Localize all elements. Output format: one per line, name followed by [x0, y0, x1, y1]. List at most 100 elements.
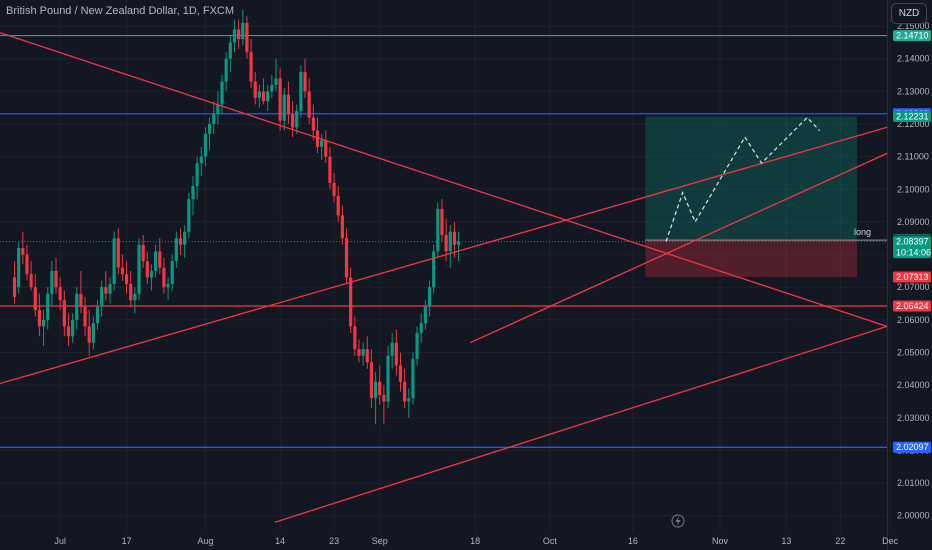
candle-body — [270, 84, 274, 92]
candle-body — [199, 156, 203, 164]
candle-body — [207, 124, 212, 134]
candle-body — [216, 104, 220, 115]
candle-body — [361, 349, 365, 356]
candle-body — [33, 287, 37, 311]
candle-body — [357, 349, 361, 356]
price-label-3-countdown: 10:14:06 — [896, 248, 931, 258]
candle-body — [46, 293, 50, 320]
candle-body — [203, 133, 208, 157]
candle-body — [116, 238, 120, 268]
resistance-green-price-label-bg — [893, 30, 931, 42]
candle-body — [373, 381, 378, 399]
candle-body — [104, 287, 108, 294]
x-tick-label: Aug — [197, 536, 213, 546]
candle-body — [245, 22, 249, 53]
candle-body — [54, 270, 58, 288]
blue-lower-price-label-bg — [893, 441, 931, 453]
x-tick-label: 23 — [329, 536, 339, 546]
y-tick-label: 2.13000 — [897, 86, 930, 96]
candle-body — [137, 244, 141, 294]
candle-body — [344, 238, 349, 278]
candle-body — [332, 182, 336, 196]
y-tick-label: 2.07000 — [897, 282, 930, 292]
candle-body — [141, 244, 145, 262]
y-tick-label: 2.03000 — [897, 413, 930, 423]
candle-body — [353, 326, 357, 350]
candle-body — [369, 362, 374, 399]
candle-body — [91, 323, 95, 343]
candle-body — [100, 287, 104, 307]
candle-body — [253, 81, 257, 98]
price-label-4-bg — [893, 271, 931, 283]
candle-body — [162, 267, 166, 288]
candle-body — [278, 78, 282, 121]
symbol-title: British Pound / New Zealand Dollar, 1D, … — [6, 5, 235, 17]
candle-body — [220, 81, 224, 105]
candle-body — [407, 398, 411, 402]
y-tick-label: 2.12000 — [897, 119, 930, 129]
candle-body — [456, 241, 461, 245]
candle-body — [87, 326, 91, 343]
y-tick-label: 2.06000 — [897, 315, 930, 325]
price-label-4: 2.07313 — [896, 272, 929, 282]
candle-body — [187, 199, 191, 232]
candle-body — [411, 359, 415, 399]
candle-body — [50, 270, 54, 294]
price-label-0-bg — [893, 110, 931, 122]
candle-body — [303, 71, 307, 92]
candle-body — [403, 381, 407, 402]
blue-lower-price-label: 2.02097 — [896, 442, 929, 452]
y-tick-label: 2.14000 — [897, 54, 930, 64]
candle-body — [25, 254, 29, 275]
x-tick-label: Jul — [54, 536, 66, 546]
rising-wedge-upper — [0, 126, 888, 385]
candle-body — [191, 186, 195, 200]
candle-body — [398, 365, 403, 382]
candle-body — [452, 231, 457, 245]
x-tick-label: 16 — [628, 536, 638, 546]
y-tick-label: 2.09000 — [897, 217, 930, 227]
candle-body — [154, 251, 158, 271]
candle-body — [307, 91, 311, 118]
candle-body — [295, 110, 299, 128]
candle-body — [133, 293, 137, 301]
flash-event-circle — [671, 514, 685, 528]
candle-body — [112, 238, 116, 284]
candle-body — [340, 215, 344, 239]
position-side-label: long — [854, 227, 871, 237]
candle-body — [129, 283, 133, 301]
currency-button[interactable]: NZD — [891, 3, 927, 24]
candle-body — [12, 277, 17, 298]
candle-body — [29, 274, 33, 288]
candle-body — [274, 78, 278, 85]
y-tick-label: 2.10000 — [897, 184, 930, 194]
candle-body — [71, 319, 75, 337]
candle-body — [378, 381, 382, 395]
candle-body — [249, 52, 253, 82]
candle-body — [444, 234, 448, 252]
candle-body — [195, 163, 199, 187]
candle-body — [62, 300, 66, 327]
candle-body — [120, 267, 125, 275]
candle-body — [436, 208, 440, 252]
candle-body — [349, 277, 353, 327]
candle-body — [328, 156, 332, 183]
x-tick-label: 13 — [781, 536, 791, 546]
x-tick-label: Sep — [372, 536, 388, 546]
x-tick-label: Nov — [712, 536, 729, 546]
red-support-price-label: 2.06424 — [896, 301, 929, 311]
flash-event-bolt — [675, 516, 681, 526]
candle-body — [149, 270, 154, 278]
time-axis — [0, 532, 887, 550]
candle-body — [212, 114, 216, 125]
candle-body — [224, 58, 228, 82]
candle-body — [261, 91, 266, 102]
x-tick-label: 17 — [122, 536, 132, 546]
candle-body — [75, 293, 79, 320]
candle-body — [183, 231, 187, 245]
candle-body — [237, 29, 241, 40]
price-label-3-bg — [893, 236, 931, 259]
candle-body — [166, 283, 170, 288]
x-tick-label: 18 — [470, 536, 480, 546]
